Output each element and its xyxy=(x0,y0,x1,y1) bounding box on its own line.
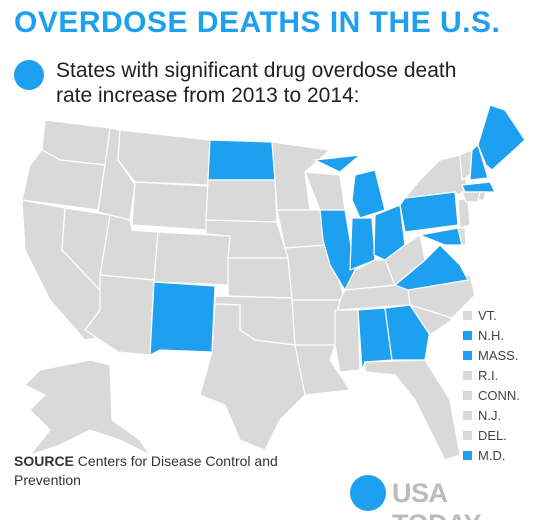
small-state-swatch xyxy=(463,311,472,320)
state xyxy=(312,154,362,173)
logo-dot xyxy=(350,475,386,511)
source-label: SOURCE xyxy=(14,453,74,469)
legend-swatch xyxy=(14,60,44,90)
title: OVERDOSE DEATHS IN THE U.S. xyxy=(14,6,501,39)
state xyxy=(294,344,352,396)
small-state-label: DEL. xyxy=(478,428,507,443)
states xyxy=(21,104,526,461)
small-state-swatch xyxy=(463,391,472,400)
small-state-label: N.H. xyxy=(478,328,504,343)
state xyxy=(417,227,463,246)
state xyxy=(153,231,231,286)
state xyxy=(461,181,496,193)
state xyxy=(364,359,461,461)
state xyxy=(149,281,216,356)
source-text: Centers for Disease Control and Preventi… xyxy=(14,453,278,488)
state xyxy=(469,143,489,181)
small-state-label: MASS. xyxy=(478,348,519,363)
state xyxy=(117,129,211,186)
state xyxy=(477,191,487,201)
small-state-swatch xyxy=(463,431,472,440)
logo: USA TODAY xyxy=(392,478,482,520)
state xyxy=(291,299,341,346)
state xyxy=(131,181,209,231)
state xyxy=(403,154,469,199)
small-state-label: R.I. xyxy=(478,368,499,383)
small-state-swatch xyxy=(463,331,472,340)
small-state-swatch xyxy=(463,451,472,460)
small-state-label: CONN. xyxy=(478,388,520,403)
state xyxy=(199,303,306,451)
state xyxy=(205,179,278,223)
state xyxy=(457,227,467,246)
legend-label: States with significant drug overdose de… xyxy=(56,59,457,107)
state xyxy=(384,234,426,286)
small-state-label: N.J. xyxy=(478,408,502,423)
small-state-label: VT. xyxy=(478,308,497,323)
state xyxy=(399,191,459,233)
state xyxy=(227,257,293,299)
state xyxy=(334,309,361,373)
small-state-swatch xyxy=(463,351,472,360)
state xyxy=(461,191,481,203)
state xyxy=(23,359,152,457)
state xyxy=(304,171,346,211)
state xyxy=(351,169,386,219)
small-state-label: M.D. xyxy=(478,448,506,463)
state xyxy=(477,104,526,171)
small-state-swatch xyxy=(463,371,472,380)
state xyxy=(207,139,276,181)
small-state-swatch xyxy=(463,411,472,420)
source: SOURCE Centers for Disease Control and P… xyxy=(14,452,294,490)
